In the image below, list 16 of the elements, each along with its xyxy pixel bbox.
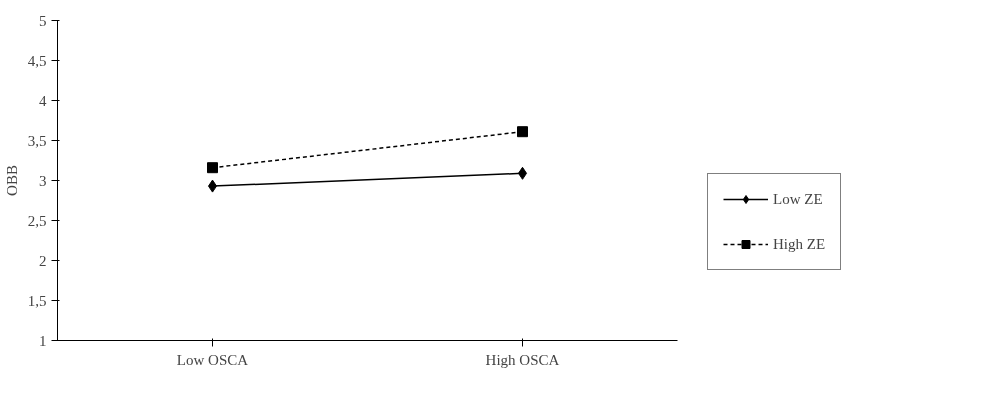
- legend-label: High ZE: [773, 235, 826, 253]
- y-tick-label: 1,5: [27, 292, 47, 309]
- y-tick-label: 4: [39, 92, 47, 109]
- y-axis-title: OBB: [3, 165, 20, 196]
- point: [207, 162, 218, 174]
- x-tick-label: Low OSCA: [176, 351, 249, 368]
- y-tick-label: 3,5: [27, 132, 47, 149]
- y-tick-label: 5: [39, 12, 47, 29]
- x-tick-label: High OSCA: [485, 351, 560, 368]
- legend-label: Low ZE: [773, 190, 823, 208]
- y-tick-label: 3: [39, 172, 47, 189]
- y-tick-label: 4,5: [27, 52, 47, 69]
- y-tick-label: 2,5: [27, 212, 47, 229]
- y-tick-label: 2: [39, 252, 47, 269]
- point: [517, 126, 528, 138]
- y-tick-label: 1: [39, 332, 47, 349]
